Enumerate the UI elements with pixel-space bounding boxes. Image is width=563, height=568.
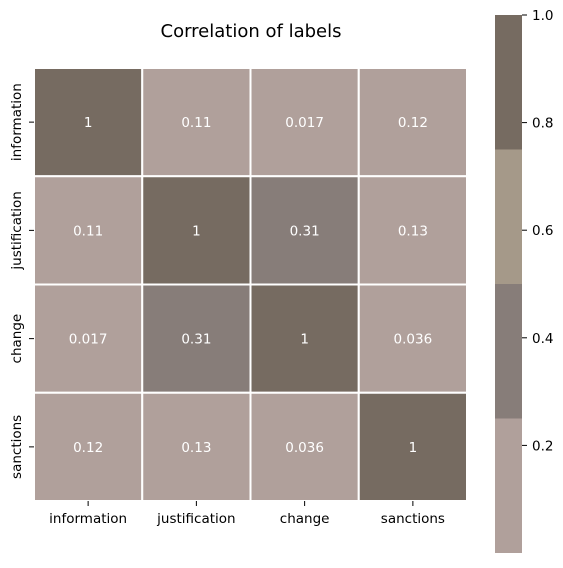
colorbar-tick-label: 0.4 bbox=[532, 331, 553, 347]
cell-value-label: 1 bbox=[409, 440, 418, 456]
cell-value-label: 0.12 bbox=[398, 115, 428, 131]
y-axis: information justification change sanctions bbox=[9, 83, 34, 479]
chart-title: Correlation of labels bbox=[161, 21, 342, 42]
colorbar-segment bbox=[495, 15, 522, 150]
x-axis: information justification change sanctions bbox=[49, 501, 445, 527]
cell-annotations: 1 0.11 0.017 0.12 0.11 1 0.31 0.13 0.017 0.31 1 0.0… bbox=[69, 115, 432, 456]
heatmap-cell bbox=[249, 67, 360, 178]
x-tick-label: justification bbox=[156, 511, 235, 527]
heatmap-cell bbox=[141, 391, 252, 502]
cell-value-label: 0.11 bbox=[73, 223, 103, 239]
y-tick-label: justification bbox=[9, 191, 25, 270]
cell-value-label: 0.31 bbox=[290, 223, 320, 239]
heatmap-cell bbox=[357, 283, 468, 394]
cell-value-label: 0.036 bbox=[285, 440, 324, 456]
y-tick-label: information bbox=[9, 83, 25, 161]
cell-value-label: 1 bbox=[192, 223, 201, 239]
x-tick-label: change bbox=[280, 511, 330, 527]
y-tick-label: sanctions bbox=[9, 415, 25, 479]
colorbar-tick-label: 0.6 bbox=[532, 223, 553, 239]
y-tick-label: change bbox=[9, 314, 25, 364]
cell-value-label: 1 bbox=[84, 115, 93, 131]
cell-value-label: 0.11 bbox=[181, 115, 211, 131]
heatmap-cell bbox=[357, 391, 468, 502]
x-tick-label: information bbox=[49, 511, 127, 527]
cell-value-label: 0.13 bbox=[398, 223, 428, 239]
cell-value-label: 1 bbox=[300, 332, 309, 348]
colorbar-segment bbox=[495, 418, 522, 553]
heatmap-cell bbox=[141, 283, 252, 394]
heatmap-cell bbox=[141, 175, 252, 286]
cell-value-label: 0.036 bbox=[394, 332, 433, 348]
colorbar-tick-label: 0.2 bbox=[532, 438, 553, 454]
cell-value-label: 0.13 bbox=[181, 440, 211, 456]
colorbar-segment bbox=[495, 284, 522, 419]
colorbar-tick-label: 1.0 bbox=[532, 8, 553, 24]
colorbar: 0.2 0.4 0.6 0.8 1.0 bbox=[495, 8, 553, 553]
heatmap-cell bbox=[141, 67, 252, 178]
cell-value-label: 0.017 bbox=[69, 332, 108, 348]
heatmap-cell bbox=[33, 67, 144, 178]
cell-value-label: 0.31 bbox=[181, 332, 211, 348]
heatmap-cell bbox=[357, 67, 468, 178]
x-tick-label: sanctions bbox=[381, 511, 445, 527]
heatmap-cell bbox=[357, 175, 468, 286]
colorbar-segment bbox=[495, 149, 522, 284]
cell-value-label: 0.017 bbox=[285, 115, 324, 131]
colorbar-tick-label: 0.8 bbox=[532, 116, 553, 132]
heatmap-cells bbox=[33, 67, 468, 502]
cell-value-label: 0.12 bbox=[73, 440, 103, 456]
